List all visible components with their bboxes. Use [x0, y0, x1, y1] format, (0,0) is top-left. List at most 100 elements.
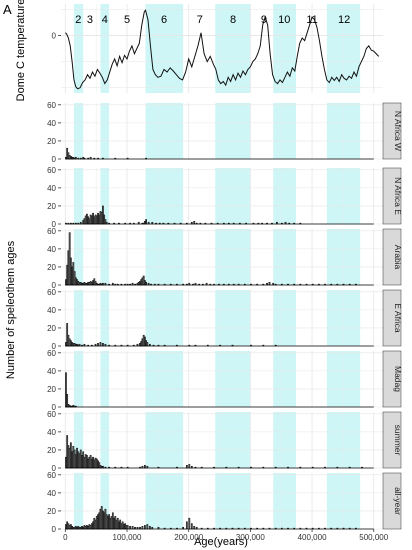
y-tick-label: 0	[52, 155, 57, 164]
bar	[144, 525, 146, 530]
y-tick-label: 60	[47, 166, 56, 175]
bar	[146, 524, 149, 530]
bar	[193, 221, 196, 225]
y-tick-label: 40	[47, 428, 56, 437]
x-grid	[64, 290, 375, 346]
shaded-interval	[273, 351, 297, 407]
stage-label: 4	[102, 14, 108, 26]
shaded-interval	[326, 473, 361, 529]
shaded-interval	[145, 229, 184, 285]
facet-strip-label: N Africa W	[393, 111, 403, 151]
y-tick-label: 60	[47, 471, 56, 480]
shaded-intervals	[73, 229, 361, 285]
bar	[131, 526, 134, 530]
shaded-interval	[273, 168, 297, 224]
bar	[129, 526, 131, 530]
y-tick-label: 20	[47, 263, 56, 272]
shaded-interval	[215, 290, 251, 346]
shaded-interval	[73, 103, 84, 159]
shaded-interval	[100, 4, 110, 93]
shaded-interval	[215, 229, 251, 285]
shaded-interval	[73, 290, 84, 346]
bar	[193, 526, 196, 530]
y-tick-label: 0	[52, 403, 57, 412]
bar	[146, 342, 149, 347]
panel-letter: A	[3, 2, 12, 17]
stage-label: 8	[230, 14, 236, 26]
bars	[65, 232, 357, 286]
y-tick-label: 40	[47, 245, 56, 254]
y-tick-label: 40	[47, 367, 56, 376]
facet-strip	[382, 167, 402, 225]
shaded-interval	[100, 229, 110, 285]
bar	[185, 465, 188, 469]
stage-label: 3	[87, 14, 93, 26]
shaded-interval	[326, 290, 361, 346]
y-tick-label: 20	[47, 385, 56, 394]
y-tick-label: 60	[47, 288, 56, 297]
shaded-interval	[145, 412, 184, 468]
facet-strip	[382, 350, 402, 408]
shaded-interval	[273, 290, 297, 346]
bar	[99, 342, 102, 347]
x-grid	[64, 473, 375, 529]
shaded-interval	[145, 290, 184, 346]
stage-label: 11	[306, 14, 317, 26]
bar	[188, 464, 191, 469]
stage-label: 9	[261, 14, 267, 26]
stage-label: 10	[278, 14, 290, 26]
shaded-interval	[73, 168, 84, 224]
bar	[188, 517, 191, 530]
bars	[65, 506, 357, 530]
shaded-interval	[215, 473, 251, 529]
y-tick-label: 40	[47, 306, 56, 315]
bar	[144, 465, 146, 469]
shaded-intervals	[73, 412, 361, 468]
shaded-interval	[326, 103, 361, 159]
y-tick-label: 60	[47, 410, 56, 419]
y-tick-label: 0	[52, 31, 57, 40]
shaded-interval	[326, 351, 361, 407]
shaded-interval	[73, 351, 84, 407]
shaded-interval	[273, 412, 297, 468]
shaded-intervals	[73, 290, 361, 346]
shaded-interval	[273, 4, 297, 93]
stage-label: 2	[75, 14, 81, 26]
shaded-interval	[100, 290, 110, 346]
facet-strip	[382, 472, 402, 530]
x-tick-label: 200,000	[174, 533, 203, 542]
bars	[65, 323, 277, 347]
x-tick-label: 400,000	[298, 533, 327, 542]
shaded-interval	[145, 168, 184, 224]
shaded-interval	[73, 229, 84, 285]
x-grid	[64, 103, 375, 159]
shaded-interval	[145, 351, 184, 407]
stage-label: 12	[338, 14, 350, 26]
bar	[268, 282, 271, 286]
y-tick-label: 20	[47, 446, 56, 455]
bar	[102, 343, 104, 347]
shaded-interval	[326, 168, 361, 224]
facet-strip-label: all-year	[393, 487, 403, 515]
y-tick-label: 0	[52, 464, 57, 473]
y-tick-label: 40	[47, 119, 56, 128]
facet-strip-label: Madag	[393, 366, 403, 392]
shaded-interval	[100, 473, 110, 529]
shaded-interval	[273, 229, 297, 285]
shaded-interval	[215, 168, 251, 224]
stage-label: 6	[161, 14, 167, 26]
bar	[148, 526, 151, 530]
x-tick-label: 300,000	[236, 533, 265, 542]
shaded-interval	[215, 4, 251, 93]
shaded-intervals	[73, 168, 361, 224]
x-grid	[64, 229, 375, 285]
shaded-intervals	[73, 473, 361, 529]
shaded-intervals	[73, 351, 361, 407]
x-axis-label: Age(years)	[194, 536, 248, 548]
y-tick-label: 60	[47, 101, 56, 110]
y-tick-label: 0	[52, 220, 57, 229]
x-tick-label: 100,000	[113, 533, 142, 542]
y-tick-label: 20	[47, 324, 56, 333]
